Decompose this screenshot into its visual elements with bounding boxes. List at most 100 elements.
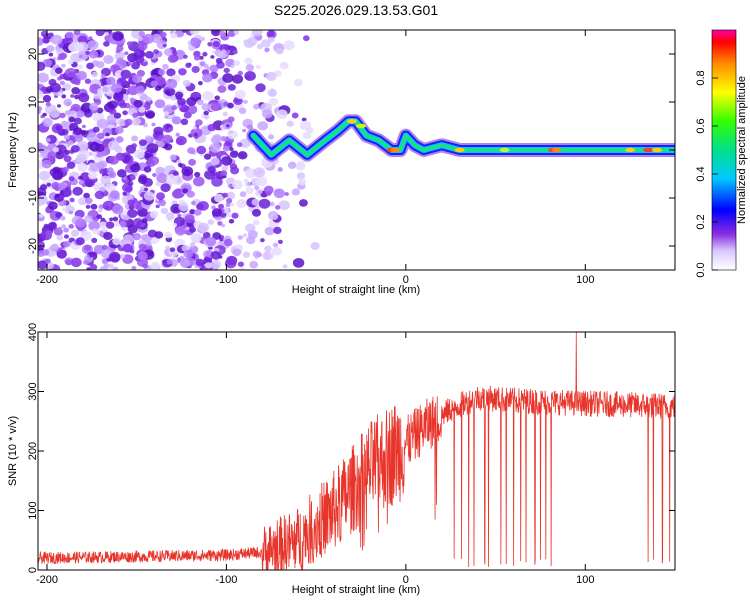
heatmap-cell xyxy=(269,88,275,93)
heatmap-cell xyxy=(187,147,196,155)
heatmap-cell xyxy=(277,239,283,244)
heatmap-cell xyxy=(104,205,110,210)
heatmap-cell xyxy=(91,237,98,243)
heatmap-cell xyxy=(239,138,251,148)
heatmap-cell xyxy=(83,192,90,199)
heatmap-cell xyxy=(68,116,76,123)
heatmap-cell xyxy=(193,176,205,187)
heatmap-cell xyxy=(67,140,74,146)
heatmap-cell xyxy=(228,130,234,135)
heatmap-cell xyxy=(116,45,124,52)
heatmap-cell xyxy=(38,37,44,46)
heatmap-cell xyxy=(179,258,190,268)
heatmap-cell xyxy=(185,227,190,231)
heatmap-cell xyxy=(143,191,155,201)
heatmap-cell xyxy=(206,66,211,71)
heatmap-cell xyxy=(203,110,209,116)
heatmap-cell xyxy=(103,55,114,64)
heatmap-cell xyxy=(76,70,87,81)
heatmap-cell xyxy=(132,112,139,118)
heatmap-y-tick-label: 0 xyxy=(27,147,39,153)
heatmap-cell xyxy=(212,30,220,34)
heatmap-cell xyxy=(183,249,194,259)
heatmap-cell xyxy=(272,246,283,256)
heatmap-cell xyxy=(189,209,196,215)
heatmap-cell xyxy=(299,199,308,207)
heatmap-cell xyxy=(155,204,160,209)
heatmap-cell xyxy=(246,37,258,46)
heatmap-cell xyxy=(107,100,118,110)
heatmap-cell xyxy=(275,205,281,210)
heatmap-cell xyxy=(294,78,303,87)
heatmap-cell xyxy=(132,232,142,241)
heatmap-cell xyxy=(121,226,127,232)
heatmap-cell xyxy=(58,92,63,96)
heatmap-cell xyxy=(109,217,114,222)
heatmap-cell xyxy=(165,212,175,220)
colorbar: 0.0 0.2 0.4 0.6 0.8 Normalized spectral ampl… xyxy=(695,29,748,278)
snr-y-ticks: 0 100 200 300 400 xyxy=(27,323,675,573)
colorbar-tick-label: 0.4 xyxy=(695,166,707,181)
heatmap-cell xyxy=(242,251,251,258)
heatmap-cell xyxy=(166,68,176,77)
heatmap-cell xyxy=(122,243,133,253)
heatmap-cell xyxy=(239,267,245,270)
heatmap-cell xyxy=(81,124,86,129)
heatmap-cell xyxy=(269,212,279,220)
heatmap-cell xyxy=(273,226,282,234)
heatmap-cell xyxy=(261,39,271,48)
heatmap-cell xyxy=(198,81,203,86)
heatmap-cell xyxy=(212,40,221,48)
heatmap-cell xyxy=(80,130,87,135)
heatmap-cell xyxy=(38,260,48,270)
heatmap-cell xyxy=(229,147,234,152)
heatmap-cell xyxy=(127,224,138,234)
heatmap-cell xyxy=(74,94,80,100)
heatmap-cell xyxy=(204,153,212,160)
heatmap-cell xyxy=(277,167,283,172)
heatmap-y-tick-label: 20 xyxy=(27,48,39,60)
heatmap-cell xyxy=(188,158,197,166)
heatmap-cell xyxy=(160,31,167,38)
heatmap-cell xyxy=(237,151,248,160)
heatmap-cell xyxy=(253,103,260,110)
heatmap-cell xyxy=(141,218,148,224)
heatmap-cell xyxy=(38,213,44,218)
heatmap-cell xyxy=(52,166,61,174)
heatmap-cell xyxy=(191,241,196,246)
heatmap-cell xyxy=(45,258,51,264)
heatmap-cell xyxy=(296,160,305,168)
heatmap-cell xyxy=(306,127,314,134)
heatmap-cell xyxy=(76,140,89,151)
heatmap-cell xyxy=(146,241,152,247)
heatmap-cell xyxy=(169,247,176,253)
heatmap-cell xyxy=(113,112,122,119)
heatmap-cell xyxy=(197,222,210,233)
heatmap-cell xyxy=(145,51,154,59)
heatmap-cell xyxy=(115,73,121,78)
heatmap-cell xyxy=(238,107,247,115)
heatmap-cell xyxy=(78,54,83,59)
heatmap-cell xyxy=(255,64,261,70)
heatmap-cell xyxy=(283,40,295,51)
heatmap-cell xyxy=(66,37,74,44)
heatmap-cell xyxy=(227,84,236,91)
heatmap-cell xyxy=(100,175,111,185)
heatmap-cell xyxy=(220,136,227,142)
heatmap-cell xyxy=(134,55,145,64)
heatmap-cell xyxy=(104,31,109,36)
heatmap-cell xyxy=(164,111,170,116)
heatmap-cell xyxy=(59,73,66,80)
heatmap-x-tick-label: -100 xyxy=(215,274,237,286)
heatmap-hot-spot xyxy=(347,119,358,124)
heatmap-cell xyxy=(223,101,229,107)
heatmap-cell xyxy=(123,215,130,221)
snr-plot-frame xyxy=(37,331,676,571)
heatmap-x-tick-label: 0 xyxy=(403,274,409,286)
heatmap-cell xyxy=(130,175,136,181)
heatmap-cells xyxy=(38,30,320,270)
heatmap-cell xyxy=(180,105,190,113)
heatmap-cell xyxy=(85,204,91,209)
heatmap-cell xyxy=(257,190,263,195)
heatmap-cell xyxy=(108,140,120,151)
